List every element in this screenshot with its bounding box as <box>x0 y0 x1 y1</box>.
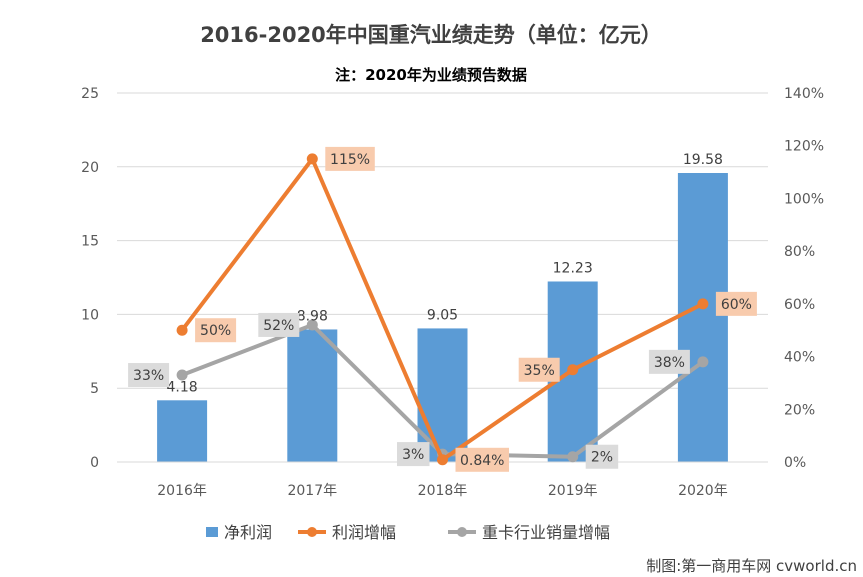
y-left-tick-label: 0 <box>90 455 99 471</box>
left-axis: 0 5 10 15 20 25 <box>81 86 99 471</box>
line-series <box>176 153 709 466</box>
legend-marker <box>307 527 317 537</box>
series-point <box>176 324 188 336</box>
y-right-tick-label: 140% <box>784 86 824 102</box>
gridlines <box>117 92 768 389</box>
x-tick-label: 2020年 <box>678 483 728 499</box>
legend-swatch <box>206 527 218 537</box>
chart-subtitle: 注：2020年为业绩预告数据 <box>335 66 527 84</box>
line-value-label: 2% <box>591 450 613 466</box>
y-right-tick-label: 100% <box>784 191 824 207</box>
series-point <box>176 369 188 381</box>
bar <box>287 329 338 462</box>
bar <box>677 172 728 462</box>
line-value-label: 33% <box>133 368 164 384</box>
line-value-label: 38% <box>654 355 685 371</box>
series-point <box>437 454 448 466</box>
y-right-tick-label: 120% <box>784 139 824 155</box>
line-label-box <box>258 312 300 337</box>
series-point <box>306 319 318 331</box>
y-left-tick-label: 15 <box>81 234 99 250</box>
chart-title: 2016-2020年中国重汽业绩走势（单位：亿元） <box>200 23 662 47</box>
legend-marker <box>457 527 467 537</box>
x-tick-label: 2018年 <box>418 483 468 499</box>
x-axis: 2016年 2017年 2018年 2019年 2020年 <box>117 461 768 499</box>
series-point <box>567 451 579 463</box>
bar-value-label: 19.58 <box>683 152 723 168</box>
legend-label: 利润增幅 <box>332 523 396 542</box>
line-label-box <box>128 363 170 388</box>
line-label-box <box>648 349 690 374</box>
line-label-box <box>585 444 619 469</box>
y-right-tick-label: 60% <box>784 297 815 313</box>
line-value-label: 60% <box>721 297 752 313</box>
legend-label: 净利润 <box>224 523 272 542</box>
bar <box>417 328 468 462</box>
series-point <box>697 298 709 310</box>
x-tick-label: 2016年 <box>157 483 207 499</box>
y-right-tick-label: 40% <box>784 350 815 366</box>
series-point <box>306 153 318 165</box>
line-label-box <box>195 318 237 343</box>
series-point <box>567 364 579 376</box>
x-tick-label: 2019年 <box>548 483 598 499</box>
line-label-box <box>518 357 560 382</box>
line-label-box <box>715 291 757 316</box>
line-label-box <box>397 442 430 467</box>
y-left-tick-label: 25 <box>81 86 99 102</box>
bar-value-label: 12.23 <box>553 260 593 276</box>
line-label-box <box>325 146 375 171</box>
right-axis: 0% 20% 40% 60% 80% 100% 120% 140% <box>784 86 824 471</box>
line-value-label: 0.84% <box>460 453 504 469</box>
bar-value-label: 9.05 <box>427 307 458 323</box>
line-value-label: 52% <box>263 318 294 334</box>
line-label-box <box>455 447 509 472</box>
bar-value-label: 4.18 <box>167 379 198 395</box>
line-value-label: 50% <box>200 323 231 339</box>
series-point <box>697 356 709 368</box>
y-right-tick-label: 80% <box>784 244 815 260</box>
credit-text: 制图:第一商用车网 cvworld.cn <box>646 557 857 575</box>
line-value-label: 35% <box>524 363 555 379</box>
bar-value-label: 8.98 <box>297 308 328 324</box>
y-left-tick-label: 20 <box>81 160 99 176</box>
legend-label: 重卡行业销量增幅 <box>482 523 610 542</box>
y-right-tick-label: 20% <box>784 402 815 418</box>
y-left-tick-label: 5 <box>90 381 99 397</box>
line-value-label: 3% <box>402 447 424 463</box>
y-right-tick-label: 0% <box>784 455 806 471</box>
x-tick-label: 2017年 <box>287 483 337 499</box>
legend: 净利润 利润增幅 重卡行业销量增幅 <box>206 523 610 542</box>
line-value-label: 115% <box>330 152 370 168</box>
bar-series-net-profit <box>157 172 728 462</box>
data-labels: 4.18 8.98 9.05 12.23 19.58 50% 115% 0.84% 35% 60%… <box>128 146 757 472</box>
y-left-tick-label: 10 <box>81 307 99 323</box>
bar <box>157 400 208 462</box>
